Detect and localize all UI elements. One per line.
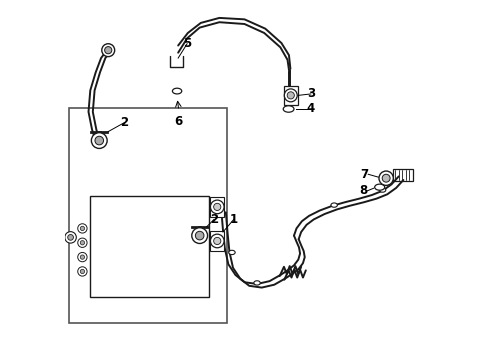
Circle shape	[78, 238, 87, 247]
Circle shape	[213, 203, 221, 211]
Text: 6: 6	[174, 116, 183, 129]
Bar	[284, 86, 297, 105]
Text: 1: 1	[229, 213, 237, 226]
Bar	[210, 197, 224, 217]
Bar	[69, 108, 226, 323]
Ellipse shape	[374, 184, 384, 190]
Ellipse shape	[253, 281, 260, 285]
Circle shape	[104, 46, 112, 54]
Circle shape	[286, 92, 294, 99]
Bar	[210, 231, 224, 251]
Circle shape	[78, 267, 87, 276]
Circle shape	[378, 171, 392, 185]
Circle shape	[95, 136, 103, 145]
Circle shape	[91, 133, 107, 148]
Circle shape	[382, 174, 389, 182]
Text: 2: 2	[120, 116, 128, 129]
Text: 8: 8	[359, 184, 367, 197]
Circle shape	[80, 226, 84, 230]
Circle shape	[102, 44, 115, 57]
Circle shape	[210, 234, 224, 248]
Ellipse shape	[283, 106, 293, 112]
Circle shape	[213, 237, 221, 244]
Circle shape	[210, 200, 224, 214]
Circle shape	[65, 231, 76, 243]
Text: 2: 2	[209, 213, 218, 226]
Circle shape	[78, 224, 87, 233]
Text: 4: 4	[306, 103, 314, 116]
Bar	[392, 169, 412, 181]
Circle shape	[80, 255, 84, 259]
Circle shape	[195, 231, 203, 240]
Circle shape	[284, 89, 297, 102]
Circle shape	[67, 234, 73, 240]
Circle shape	[78, 252, 87, 262]
Bar	[90, 196, 208, 297]
Ellipse shape	[172, 88, 182, 94]
Circle shape	[191, 228, 207, 243]
Text: 3: 3	[306, 87, 314, 100]
Ellipse shape	[228, 250, 235, 255]
Text: 5: 5	[183, 37, 191, 50]
Ellipse shape	[330, 203, 337, 207]
Circle shape	[80, 240, 84, 245]
Text: 7: 7	[359, 168, 367, 181]
Ellipse shape	[379, 188, 385, 192]
Circle shape	[80, 269, 84, 274]
